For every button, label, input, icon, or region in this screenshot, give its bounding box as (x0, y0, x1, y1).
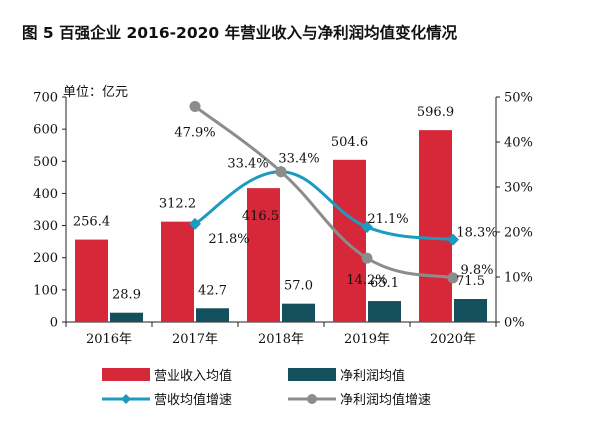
line-value-label: 47.9% (174, 125, 215, 140)
right-tick-label: 50% (504, 91, 533, 106)
line-value-label: 33.4% (278, 152, 319, 167)
bars (75, 130, 487, 322)
bar (454, 299, 487, 322)
x-tick-label: 2019年 (344, 332, 390, 347)
legend-label: 净利润均值增速 (340, 392, 431, 408)
legend-swatch (288, 368, 336, 381)
line-value-label: 9.8% (460, 263, 493, 278)
line-value-label: 33.4% (227, 157, 268, 172)
line-point (189, 100, 201, 112)
bar-value-label: 57.0 (284, 279, 313, 294)
left-tick-label: 500 (33, 155, 58, 170)
left-tick-label: 300 (33, 219, 58, 234)
left-tick-label: 700 (33, 91, 58, 106)
legend-label: 净利润均值 (340, 368, 405, 384)
left-tick-label: 400 (33, 187, 58, 202)
bar-value-label: 28.9 (112, 288, 141, 303)
x-tick-label: 2018年 (258, 332, 304, 347)
legend-marker (307, 394, 317, 404)
left-tick-label: 200 (33, 251, 58, 266)
line-value-label: 21.8% (208, 232, 249, 247)
bar (333, 159, 366, 322)
line-point (361, 221, 373, 234)
series-line (194, 170, 454, 242)
line-point (189, 217, 201, 230)
bar-value-label: 312.2 (159, 197, 196, 212)
line-value-label: 18.3% (456, 226, 497, 241)
right-tick-label: 10% (504, 271, 533, 286)
line-value-label: 21.1% (367, 212, 408, 227)
bar (161, 221, 194, 322)
line-point (275, 166, 287, 178)
right-tick-label: 0% (504, 316, 525, 331)
bar (110, 312, 143, 322)
unit-label: 单位：亿元 (63, 85, 128, 100)
series-line (194, 105, 454, 280)
left-tick-label: 0 (50, 316, 58, 331)
line-point (447, 233, 459, 246)
bar-value-label: 504.6 (331, 135, 368, 150)
lines (189, 100, 459, 284)
bar-value-label: 416.5 (242, 209, 279, 224)
bar (368, 301, 401, 322)
bar-value-label: 596.9 (417, 105, 454, 120)
legend-marker (121, 394, 131, 404)
legend-swatch (102, 368, 150, 381)
bar (196, 308, 229, 322)
legend-label: 营收均值增速 (154, 392, 232, 408)
bar (247, 188, 280, 322)
bar-value-label: 42.7 (198, 283, 227, 298)
bar-value-label: 71.5 (456, 274, 485, 289)
bar (75, 239, 108, 322)
x-tick-label: 2017年 (172, 332, 218, 347)
right-tick-label: 20% (504, 226, 533, 241)
line-value-label: 14.2% (346, 273, 387, 288)
bar (282, 303, 315, 322)
bar-value-label: 256.4 (73, 215, 110, 230)
right-tick-label: 40% (504, 136, 533, 151)
line-point (447, 272, 459, 284)
axes: 0 100 200 300 400 500 600 700 0% 10% 20% 30% 40% 50% 2… (33, 91, 533, 348)
x-tick-label: 2020年 (430, 332, 476, 347)
x-tick-label: 2016年 (86, 332, 132, 347)
left-tick-label: 100 (33, 283, 58, 298)
bar-value-label: 65.1 (370, 276, 399, 291)
legend-label: 营业收入均值 (154, 368, 232, 384)
chart-title: 图 5 百强企业 2016-2020 年营业收入与净利润均值变化情况 (22, 23, 458, 42)
bar (419, 130, 452, 322)
right-tick-label: 30% (504, 181, 533, 196)
line-point (361, 252, 373, 264)
left-tick-label: 600 (33, 123, 58, 138)
data-labels: 256.4 312.2 416.5 504.6 596.9 28.9 42.7 57.0 65.… (73, 105, 498, 303)
